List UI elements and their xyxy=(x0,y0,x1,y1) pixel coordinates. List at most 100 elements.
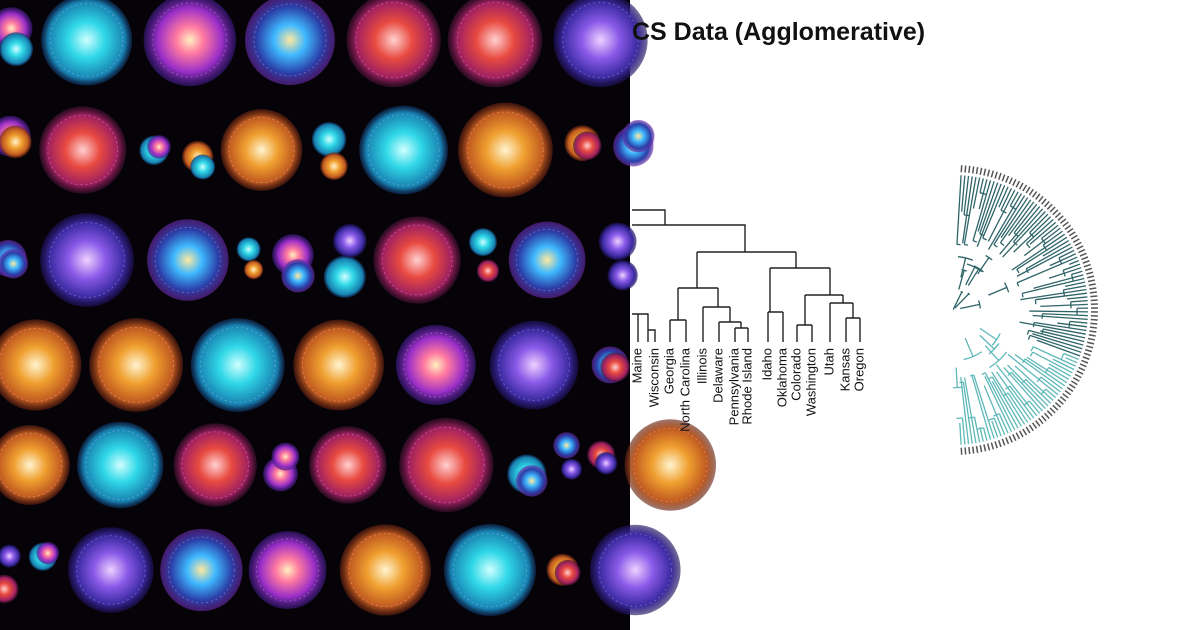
art-circle xyxy=(489,320,579,410)
circ-leaf xyxy=(1083,352,1091,357)
art-circle xyxy=(39,106,127,194)
circ-branch xyxy=(960,377,970,445)
circ-branch xyxy=(998,413,1009,434)
circ-leaf xyxy=(1046,410,1053,417)
circ-leaf xyxy=(1049,206,1056,213)
art-circle xyxy=(373,216,461,304)
circ-branch xyxy=(1032,314,1088,320)
circ-branch xyxy=(1033,274,1084,289)
circ-branch xyxy=(1014,353,1063,390)
circ-leaf xyxy=(1015,180,1021,188)
circ-leaf xyxy=(1054,212,1062,219)
circ-leaf xyxy=(1090,295,1098,298)
circ-branch xyxy=(993,195,1026,246)
art-circle xyxy=(236,237,261,262)
circ-arc xyxy=(964,243,969,246)
leaf-label: Delaware xyxy=(710,348,725,403)
circ-leaf xyxy=(979,445,983,453)
art-circle xyxy=(346,0,441,88)
circ-branch xyxy=(972,177,981,209)
circ-leaf xyxy=(1028,188,1034,196)
circle-art xyxy=(0,0,717,617)
circ-branch xyxy=(1007,392,1029,423)
art-ring xyxy=(0,327,73,403)
circ-branch xyxy=(983,385,1006,435)
art-ring xyxy=(181,431,249,499)
art-ring xyxy=(85,429,156,501)
circ-leaf xyxy=(1022,184,1028,192)
circ-leaf xyxy=(1081,256,1089,261)
circ-arc xyxy=(1016,282,1020,287)
circ-branch xyxy=(973,374,995,439)
circ-leaf xyxy=(1054,401,1062,408)
art-background xyxy=(0,0,630,630)
circ-arc xyxy=(954,292,971,309)
circ-branch xyxy=(1009,191,1019,207)
circ-branch xyxy=(1013,208,1044,243)
leaf-label: Colorado xyxy=(788,348,803,401)
art-ring xyxy=(301,328,376,402)
circ-branch xyxy=(1020,288,1087,301)
art-circle xyxy=(573,131,602,160)
circ-branch xyxy=(1071,270,1083,276)
art-circle xyxy=(561,458,582,480)
art-circle xyxy=(468,228,498,257)
circ-leaf xyxy=(1038,417,1044,425)
art-circle xyxy=(248,531,327,609)
circ-leaf xyxy=(1087,341,1095,345)
circ-leaf xyxy=(1059,218,1067,224)
circ-leaf xyxy=(1078,366,1086,372)
circ-branch xyxy=(1048,366,1070,381)
circ-arc xyxy=(1016,268,1020,274)
leaf-label: Rhode Island xyxy=(739,348,754,425)
art-circle xyxy=(553,432,580,459)
art-circle xyxy=(143,0,236,87)
art-circle xyxy=(281,259,315,293)
branch xyxy=(767,267,830,342)
art-circle xyxy=(68,527,154,613)
circ-leaf xyxy=(1035,193,1041,200)
circ-arc xyxy=(963,337,983,361)
circ-branch xyxy=(1016,246,1073,277)
circ-leaf xyxy=(1049,407,1056,414)
art-circle xyxy=(243,260,264,280)
circ-branch xyxy=(987,189,1016,242)
art-circle xyxy=(598,222,637,261)
circ-branch xyxy=(971,374,992,440)
circ-branch xyxy=(1041,224,1059,240)
circ-arc xyxy=(1029,351,1034,357)
leaf-label: Pennsylvania xyxy=(726,347,741,425)
circ-branch xyxy=(1028,400,1041,414)
art-ring xyxy=(498,329,570,401)
art-ring xyxy=(228,116,295,184)
circ-leaf xyxy=(1076,245,1084,250)
art-ring xyxy=(47,114,119,186)
circ-branch xyxy=(1042,313,1088,317)
circ-branch xyxy=(1024,358,1066,387)
branch xyxy=(669,287,718,342)
circ-leaf xyxy=(968,165,971,174)
circ-leaf xyxy=(1088,333,1096,337)
circ-leaf xyxy=(1025,186,1031,194)
circ-leaf xyxy=(1078,248,1086,254)
circ-leaf xyxy=(1038,195,1044,203)
art-circle xyxy=(0,32,34,67)
circ-branch xyxy=(982,427,988,441)
circ-leaf xyxy=(1081,359,1089,364)
circ-arc xyxy=(1026,330,1030,335)
branch xyxy=(632,313,656,342)
circ-leaf xyxy=(990,442,995,450)
circ-branch xyxy=(979,178,984,193)
circ-branch xyxy=(1019,321,1086,335)
circ-branch xyxy=(956,175,962,245)
art-circle xyxy=(160,528,243,612)
art-ring xyxy=(381,224,453,296)
art-circle xyxy=(190,318,285,412)
art-circle xyxy=(220,109,303,191)
circ-branch xyxy=(1000,197,1029,239)
circ-branch xyxy=(1016,236,1068,270)
circ-leaf xyxy=(1072,377,1080,382)
circ-leaf xyxy=(1001,174,1006,182)
art-ring xyxy=(255,538,320,602)
